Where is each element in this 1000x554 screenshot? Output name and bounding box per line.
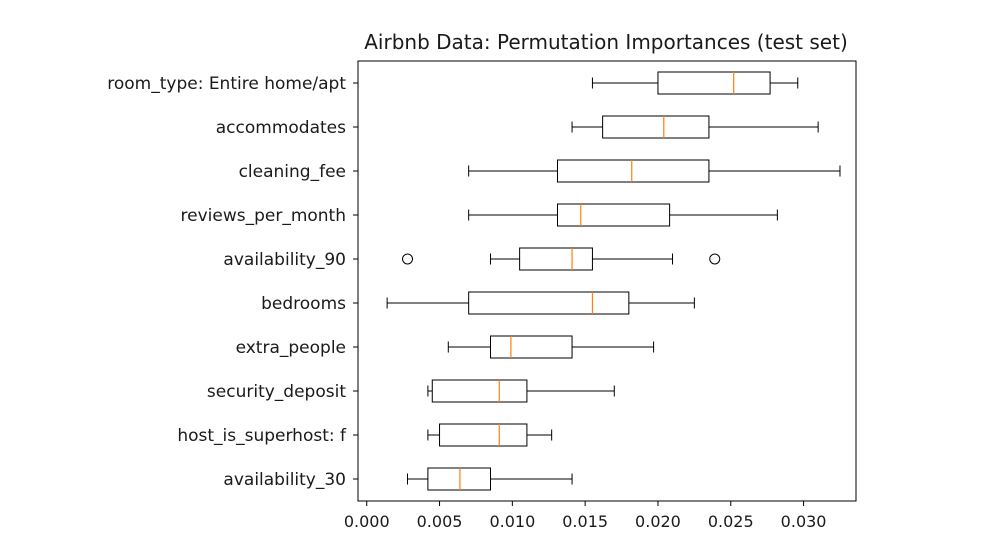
ytick-label: availability_30 [223,470,346,490]
ytick-label: availability_90 [223,250,346,270]
xtick-label: 0.010 [489,512,535,531]
ytick-label: reviews_per_month [181,206,347,226]
axes-frame [357,60,857,502]
plot-area: room_type: Entire home/apt accommodates cl… [107,71,841,531]
iqr-box [490,335,573,359]
ytick-label: accommodates [216,118,346,138]
iqr-box [439,423,528,447]
ytick-label: host_is_superhost: f [177,426,347,446]
iqr-box [657,71,771,95]
iqr-box [431,379,528,403]
iqr-box [602,115,710,139]
outlier-point [709,253,721,265]
ytick-label: security_deposit [207,382,346,402]
ytick-label: cleaning_fee [239,162,346,182]
ytick-label: room_type: Entire home/apt [107,74,346,94]
iqr-box [468,291,630,315]
xtick-label: 0.015 [562,512,608,531]
xtick-label: 0.020 [635,512,681,531]
ytick-label: extra_people [236,338,346,358]
xtick-label: 0.005 [417,512,463,531]
chart-title: Airbnb Data: Permutation Importances (te… [364,30,848,54]
iqr-box [556,159,710,183]
xtick-label: 0.000 [344,512,390,531]
iqr-box [519,247,593,271]
xtick-label: 0.030 [781,512,827,531]
xtick-label: 0.025 [708,512,754,531]
iqr-box [427,467,492,491]
outlier-point [402,253,414,265]
ytick-label: bedrooms [261,294,346,314]
iqr-box [556,203,671,227]
